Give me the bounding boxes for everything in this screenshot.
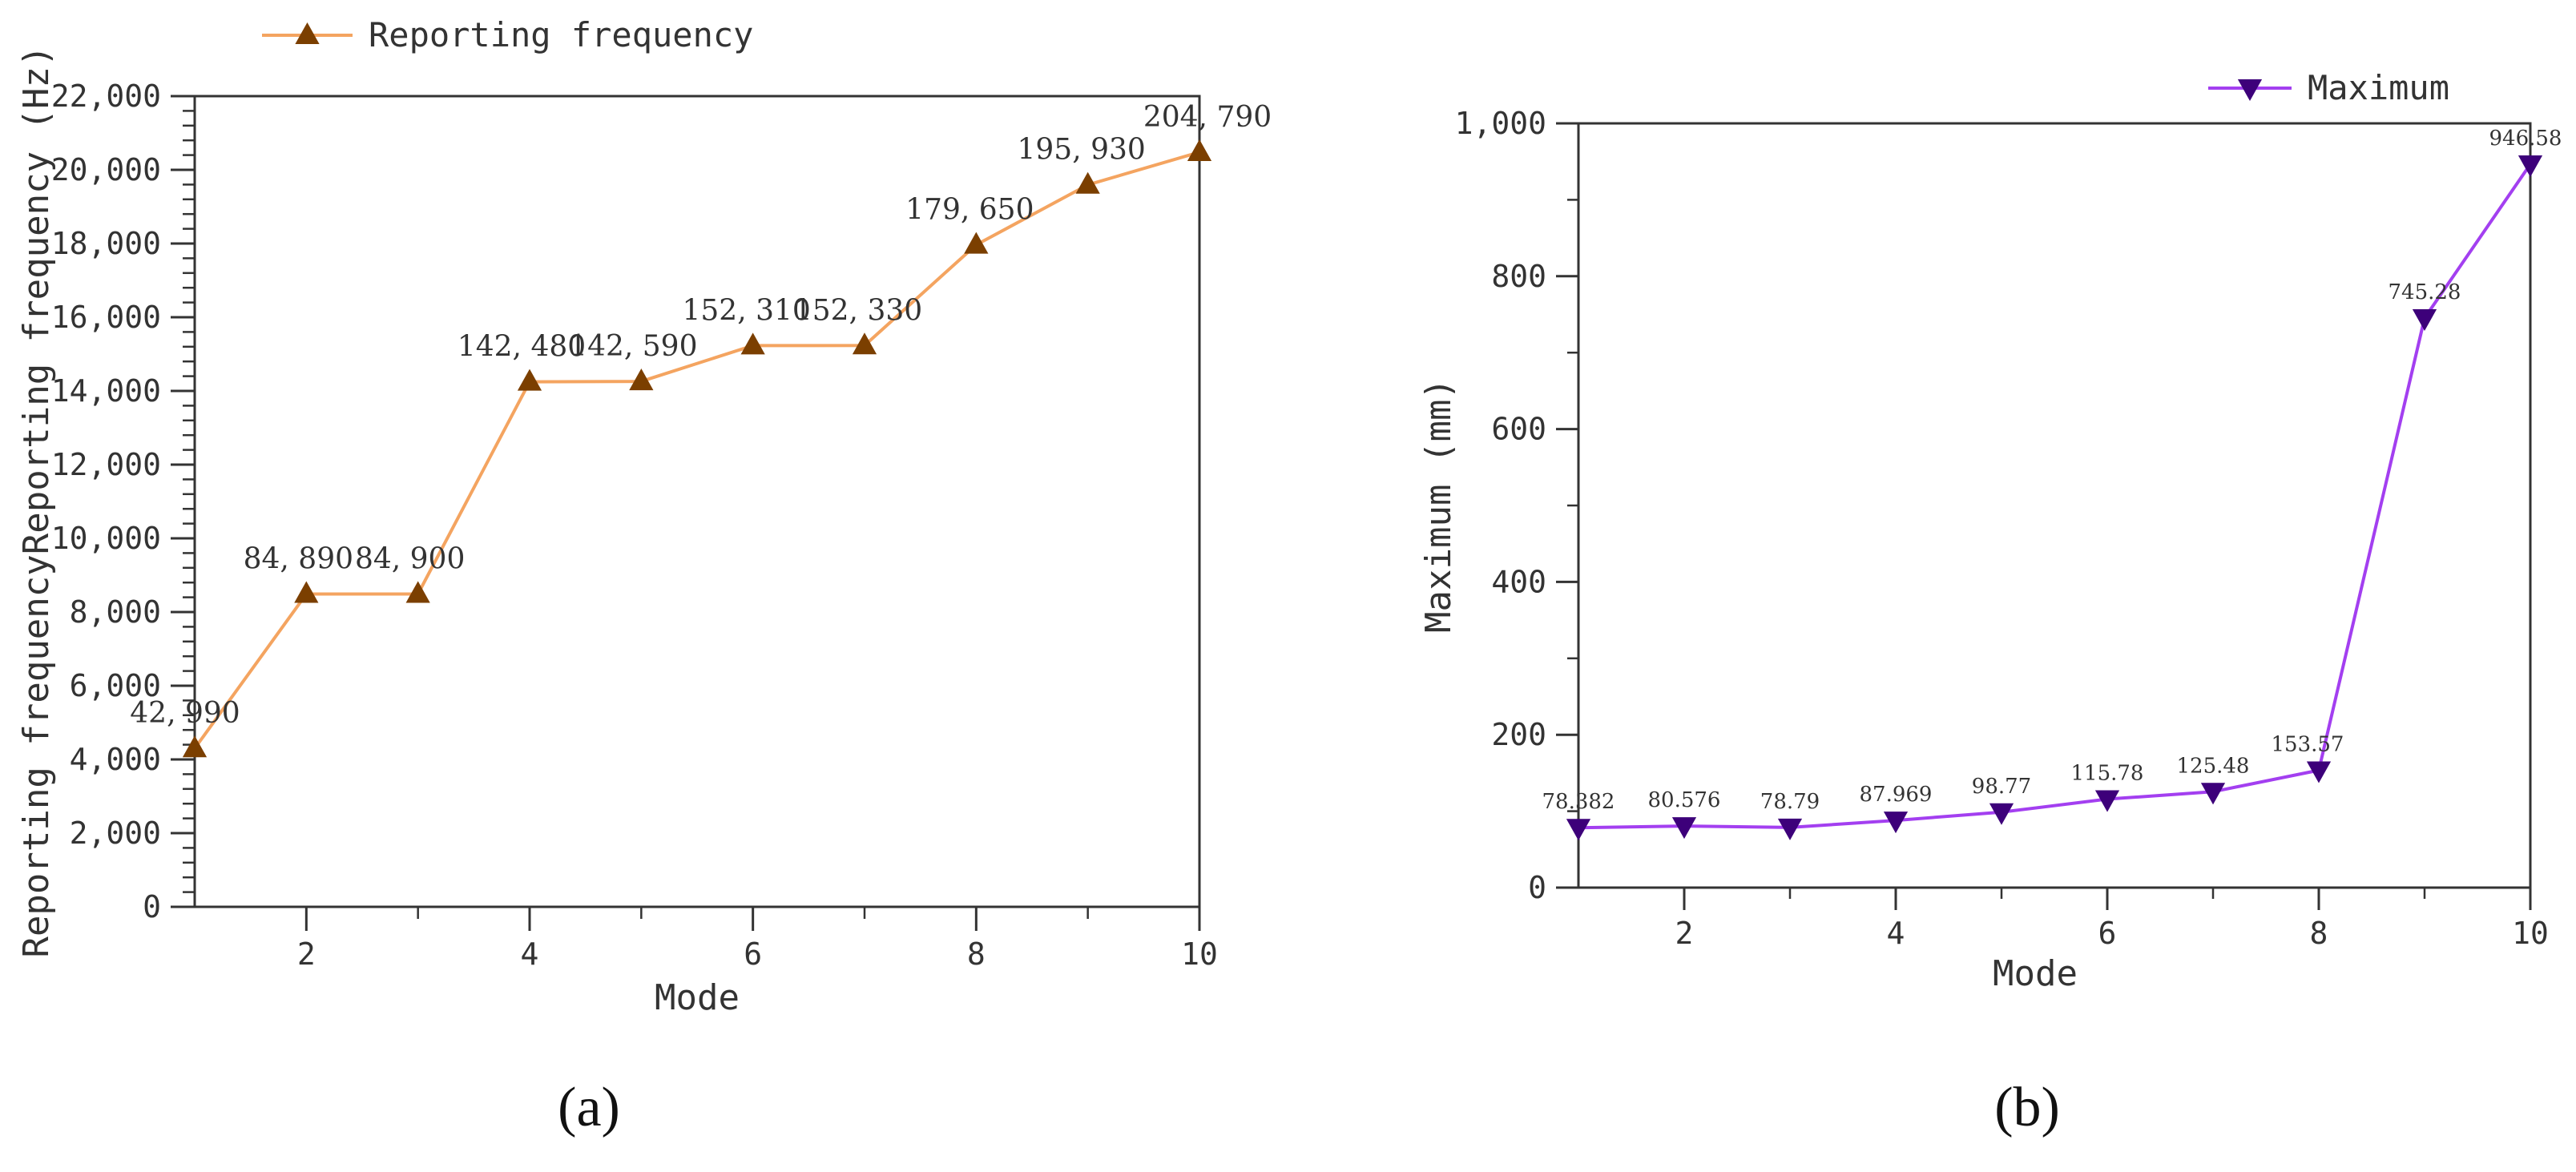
y-tick-label: 14,000	[51, 373, 161, 409]
data-label: 42, 990	[130, 697, 240, 730]
y-tick-label: 200	[1491, 717, 1546, 752]
y-tick-label: 0	[1528, 870, 1546, 905]
legend-entry: Reporting frequency	[369, 15, 753, 54]
y-tick-label: 2,000	[70, 816, 161, 851]
y-tick-label: 22,000	[51, 79, 161, 114]
x-tick-label: 2	[297, 936, 316, 972]
x-tick-label: 8	[2310, 916, 2328, 951]
x-tick-label: 2	[1675, 916, 1694, 951]
series-line	[1578, 163, 2532, 830]
data-point-marker	[964, 232, 989, 254]
y-tick-label: 10,000	[51, 521, 161, 556]
data-point-marker	[405, 581, 430, 603]
data-point-marker	[1075, 171, 1100, 194]
legend-entry: Maximum	[2308, 68, 2449, 107]
panel-label: (b)	[1994, 1077, 2060, 1138]
panel-label: (a)	[558, 1077, 620, 1138]
data-point-marker	[629, 369, 654, 391]
plot-frame	[193, 95, 1201, 908]
data-label: 152, 310	[683, 294, 811, 327]
data-label: 153.57	[2272, 732, 2344, 756]
data-point-marker	[1566, 819, 1591, 841]
plot-frame	[1577, 122, 2532, 889]
y-tick-label: 6,000	[70, 668, 161, 703]
data-point-marker	[740, 332, 765, 355]
data-point-marker	[1883, 812, 1909, 834]
data-point-marker	[2518, 155, 2543, 177]
data-label: 745.28	[2389, 280, 2461, 304]
y-tick-label: 4,000	[70, 742, 161, 777]
data-label: 84, 900	[355, 542, 465, 575]
data-point-marker	[1187, 139, 1212, 161]
y-axis-label: Reporting frequencyReporting frequency (…	[16, 45, 57, 957]
data-point-marker	[182, 735, 208, 758]
x-tick-label: 4	[521, 936, 539, 972]
data-point-marker	[1671, 817, 1697, 840]
x-tick-label: 6	[2098, 916, 2117, 951]
data-label: 87.969	[1860, 783, 1933, 807]
x-axis-label: Mode	[1993, 953, 2078, 994]
data-point-marker	[2094, 790, 2120, 812]
x-tick-label: 6	[744, 936, 762, 972]
y-tick-label: 0	[143, 889, 161, 924]
data-point-marker	[1989, 803, 2014, 825]
y-tick-label: 18,000	[51, 226, 161, 261]
data-label: 78.79	[1760, 790, 1820, 814]
y-tick-label: 600	[1491, 412, 1546, 447]
data-label: 98.77	[1972, 775, 2031, 799]
legend-marker	[2237, 79, 2263, 102]
data-label: 84, 890	[244, 543, 353, 576]
data-point-marker	[852, 332, 877, 355]
y-tick-label: 1,000	[1455, 106, 1546, 141]
y-tick-label: 400	[1491, 564, 1546, 599]
data-point-marker	[517, 369, 542, 391]
x-tick-label: 10	[2512, 916, 2549, 951]
series-line	[193, 151, 1200, 750]
x-tick-label: 8	[967, 936, 986, 972]
data-point-marker	[2200, 783, 2226, 805]
data-label: 179, 650	[905, 194, 1034, 227]
data-label: 142, 480	[458, 331, 586, 364]
data-label: 125.48	[2177, 754, 2250, 778]
y-tick-label: 800	[1491, 259, 1546, 294]
y-tick-label: 8,000	[70, 594, 161, 630]
chart-panel-a: 0 2,000 4,000 6,000 8,000 10,000 12,000 14,000 1…	[16, 15, 1272, 1138]
data-label: 115.78	[2071, 762, 2144, 786]
data-label: 78.382	[1542, 790, 1615, 814]
data-point-marker	[2306, 761, 2332, 783]
data-label: 195, 930	[1018, 134, 1146, 167]
y-tick-label: 12,000	[51, 447, 161, 482]
chart-panel-b: 0 200 400 600 800 1,000 2 4 6 8 10 Mode Maximum (mm)…	[1418, 68, 2562, 1138]
data-label: 204, 790	[1143, 101, 1272, 134]
x-axis-label: Mode	[655, 977, 740, 1018]
x-tick-label: 4	[1887, 916, 1905, 951]
y-tick-label: 20,000	[51, 152, 161, 187]
data-point-marker	[294, 581, 319, 603]
legend-marker	[295, 22, 320, 44]
data-point-marker	[2412, 309, 2437, 332]
data-point-marker	[1777, 818, 1803, 840]
x-tick-label: 10	[1181, 936, 1218, 972]
y-axis-label: Maximum (mm)	[1418, 378, 1459, 633]
data-label: 946.58	[2489, 127, 2562, 151]
y-tick-label: 16,000	[51, 300, 161, 335]
data-label: 152, 330	[794, 294, 922, 327]
data-label: 142, 590	[569, 330, 697, 363]
data-label: 80.576	[1648, 788, 1721, 812]
